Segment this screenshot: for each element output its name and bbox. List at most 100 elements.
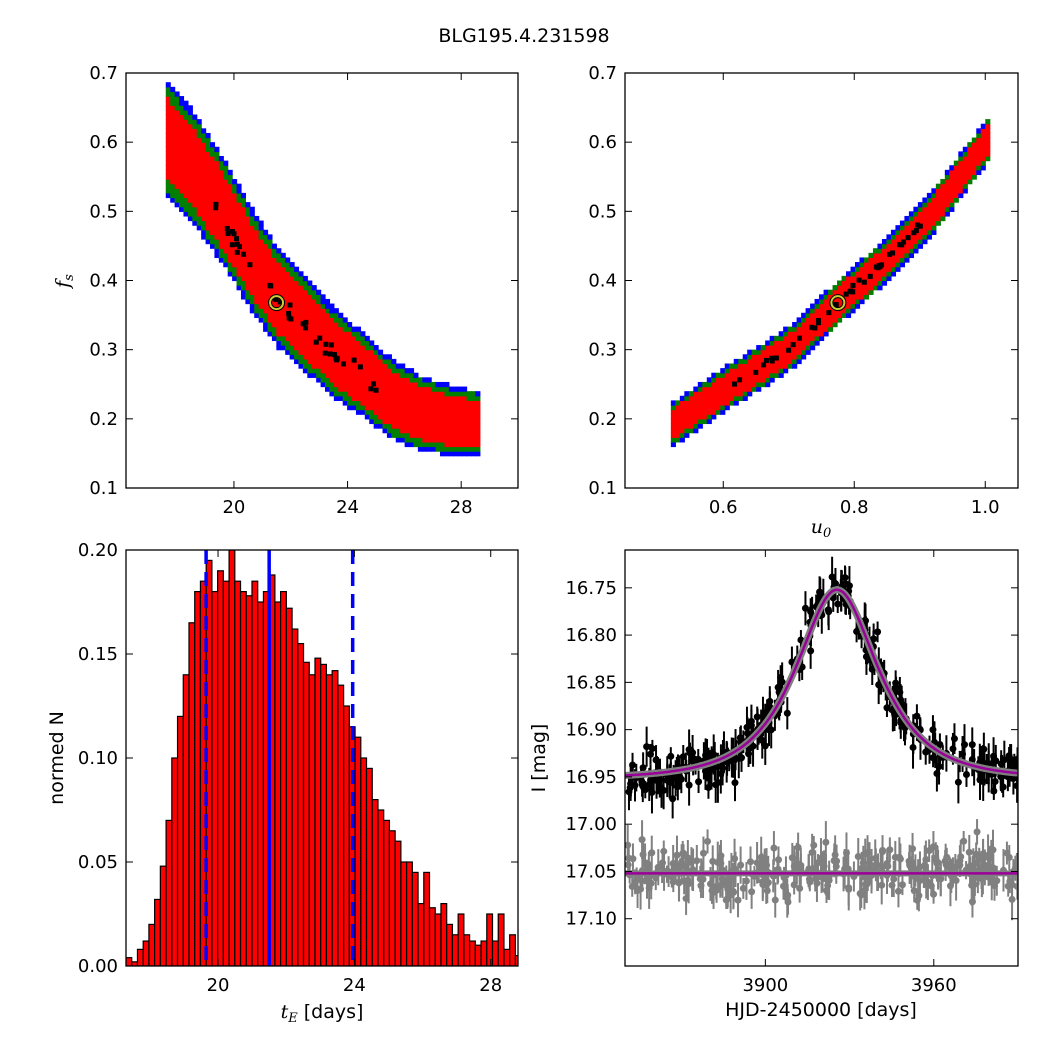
heatmap-cell	[819, 317, 825, 323]
heatmap-cell	[214, 215, 220, 222]
heatmap-cell	[320, 322, 326, 328]
heatmap-cell	[165, 169, 171, 176]
heatmap-cell	[724, 386, 730, 392]
heatmap-cell	[378, 405, 384, 411]
data-point	[913, 712, 921, 720]
heatmap-cell	[320, 326, 326, 332]
y-tick-label: 16.90	[565, 720, 617, 741]
heatmap-cell	[302, 298, 308, 305]
heatmap-cell	[240, 257, 246, 263]
heatmap-cell	[715, 377, 721, 383]
heatmap-cell-black	[790, 342, 796, 348]
heatmap-cell	[670, 423, 676, 429]
heatmap-cell	[364, 354, 370, 360]
heatmap-cell	[395, 400, 401, 406]
heatmap-cell	[187, 202, 193, 208]
heatmap-cell	[747, 372, 753, 378]
heatmap-cell	[205, 211, 211, 217]
heatmap-cell	[440, 400, 446, 406]
heatmap-cell	[877, 275, 883, 282]
heatmap-cell	[693, 400, 699, 406]
heatmap-cell	[311, 312, 317, 318]
heatmap-cell	[338, 395, 344, 401]
heatmap-cell-black	[873, 264, 879, 270]
heatmap-cell	[373, 418, 379, 425]
heatmap-cell	[170, 156, 176, 162]
heatmap-cell	[386, 423, 392, 429]
heatmap-cell	[236, 211, 242, 217]
heatmap-cell	[747, 377, 753, 383]
heatmap-cell	[828, 322, 834, 328]
data-point	[801, 604, 809, 612]
x-axis-label-sub: E	[287, 1011, 298, 1026]
histogram-bar	[451, 934, 459, 966]
heatmap-cell	[227, 215, 233, 222]
heatmap-cell	[240, 229, 246, 235]
heatmap-cell	[881, 262, 888, 268]
heatmap-cell	[285, 271, 291, 277]
heatmap-cell	[205, 142, 211, 148]
heatmap-cell	[417, 386, 423, 392]
heatmap-cell	[863, 294, 870, 300]
heatmap-cell	[289, 294, 295, 300]
heatmap-cell	[953, 197, 959, 203]
heatmap-cell	[347, 354, 353, 360]
heatmap-cell	[364, 386, 370, 392]
heatmap-cell	[232, 262, 238, 268]
residual-point	[896, 855, 904, 863]
heatmap-cell	[774, 349, 780, 355]
heatmap-cell	[223, 239, 229, 245]
heatmap-cell-black	[913, 228, 919, 234]
heatmap-cell	[311, 358, 317, 365]
heatmap-cell	[338, 358, 344, 365]
heatmap-cell	[697, 386, 703, 392]
heatmap-cell	[751, 349, 757, 355]
heatmap-cell	[778, 354, 784, 360]
heatmap-cell	[756, 349, 762, 355]
heatmap-cell	[263, 262, 269, 268]
heatmap-cell	[765, 349, 771, 355]
heatmap-cell	[801, 345, 807, 351]
heatmap-cell	[360, 335, 366, 342]
heatmap-cell	[435, 405, 441, 411]
heatmap-cell	[386, 377, 392, 383]
heatmap-cell	[711, 405, 717, 411]
heatmap-cell	[760, 349, 766, 355]
heatmap-cell	[373, 345, 379, 351]
heatmap-cell	[386, 368, 392, 374]
heatmap-cell	[917, 202, 923, 208]
heatmap-cell	[854, 266, 861, 272]
heatmap-cell	[329, 358, 335, 365]
heatmap-cell	[196, 165, 202, 171]
heatmap-cell	[364, 363, 370, 369]
heatmap-cell	[958, 183, 964, 189]
heatmap-cell	[298, 326, 304, 332]
heatmap-cell	[688, 409, 694, 415]
residual-point	[857, 891, 865, 899]
heatmap-cell	[232, 248, 238, 254]
heatmap-cell	[294, 331, 300, 337]
heatmap-cell	[245, 298, 251, 305]
heatmap-cell	[373, 377, 379, 383]
heatmap-cell	[670, 405, 676, 411]
heatmap-cell	[276, 312, 282, 318]
heatmap-cell	[311, 285, 317, 291]
heatmap-cell	[409, 386, 415, 392]
heatmap-cell	[435, 414, 441, 420]
heatmap-cell	[801, 349, 807, 355]
heatmap-cell	[679, 418, 685, 425]
heatmap-cell	[307, 322, 313, 328]
residual-point	[739, 884, 747, 892]
heatmap-cell	[289, 335, 295, 342]
heatmap-cell-black	[334, 356, 340, 362]
heatmap-cell	[470, 423, 476, 429]
heatmap-cell	[355, 372, 361, 378]
heatmap-cell	[774, 340, 780, 346]
heatmap-cell	[890, 234, 897, 240]
heatmap-cell	[210, 160, 216, 166]
heatmap-cell	[271, 252, 277, 259]
heatmap-cell-black	[277, 299, 283, 305]
heatmap-cell	[684, 428, 690, 434]
heatmap-cell	[210, 165, 216, 171]
data-point	[979, 777, 987, 785]
